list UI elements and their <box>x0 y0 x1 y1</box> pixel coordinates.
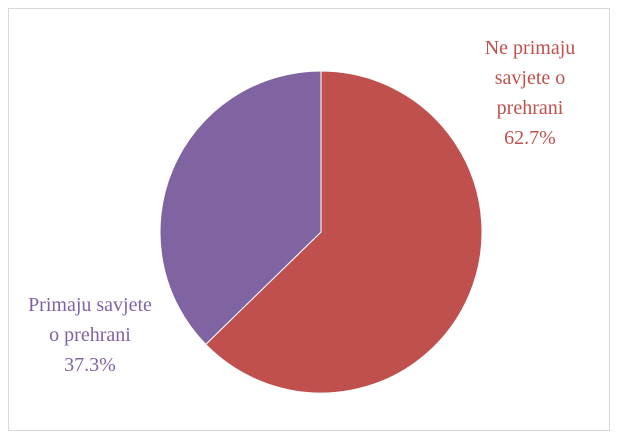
value-label: 37.3% <box>64 354 116 376</box>
slice-label: Primaju savjete o prehrani 37.3% <box>28 290 152 380</box>
pie-slice <box>205 70 483 394</box>
slice-label: Ne primaju savjete o prehrani 62.7% <box>468 33 592 153</box>
category-label: Primaju savjete o prehrani <box>28 294 152 346</box>
value-label: 62.7% <box>504 127 556 149</box>
category-label: Ne primaju savjete o prehrani <box>484 37 576 119</box>
chart-frame <box>8 8 610 431</box>
pie-slice <box>159 70 322 346</box>
